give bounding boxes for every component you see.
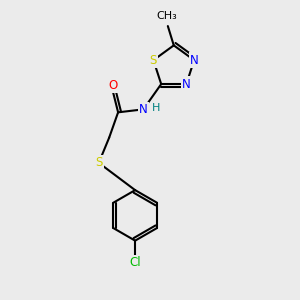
Text: N: N [182,78,191,91]
Text: Cl: Cl [129,256,141,269]
Text: H: H [152,103,160,113]
Text: O: O [108,79,117,92]
Text: N: N [139,103,148,116]
Text: N: N [190,54,199,67]
Text: CH₃: CH₃ [156,11,177,21]
Text: S: S [150,54,157,67]
Text: S: S [95,156,103,170]
